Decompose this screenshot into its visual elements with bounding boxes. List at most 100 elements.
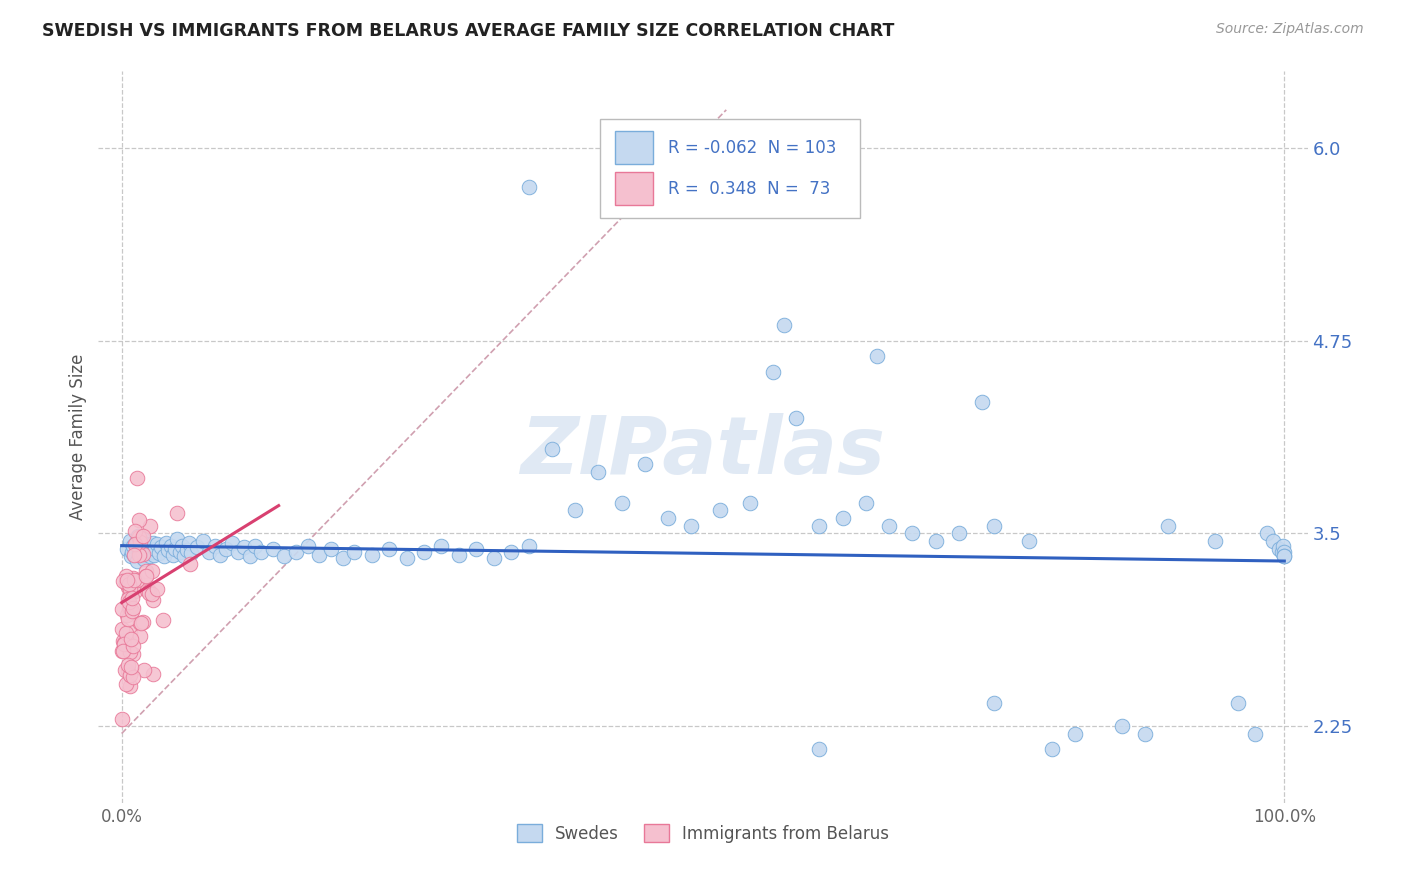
Point bbox=[204, 539, 226, 553]
Point bbox=[118, 601, 141, 615]
Point bbox=[118, 668, 141, 682]
Point bbox=[232, 540, 254, 554]
Point bbox=[517, 539, 540, 553]
Point bbox=[118, 577, 141, 591]
Point bbox=[129, 615, 152, 630]
Point bbox=[983, 518, 1005, 533]
Point bbox=[319, 541, 342, 556]
Point bbox=[855, 495, 877, 509]
Point bbox=[120, 582, 142, 596]
Point bbox=[1133, 726, 1156, 740]
Point bbox=[141, 545, 163, 559]
Point bbox=[124, 524, 146, 539]
Point bbox=[138, 549, 160, 564]
Point bbox=[124, 548, 146, 562]
Point bbox=[117, 541, 139, 556]
Point bbox=[1204, 534, 1226, 549]
Point bbox=[114, 569, 136, 583]
Point bbox=[120, 549, 142, 564]
Point bbox=[155, 535, 177, 549]
Point bbox=[159, 539, 181, 553]
Point bbox=[983, 696, 1005, 710]
Point bbox=[132, 552, 155, 566]
Point bbox=[681, 518, 703, 533]
Point bbox=[924, 534, 946, 549]
Point bbox=[111, 633, 134, 648]
Point bbox=[395, 551, 418, 566]
Point bbox=[517, 179, 540, 194]
Point bbox=[297, 539, 319, 553]
Point bbox=[413, 545, 436, 559]
Point bbox=[215, 541, 238, 556]
Point bbox=[111, 644, 134, 658]
Point bbox=[169, 545, 191, 559]
Point bbox=[343, 545, 366, 559]
Point bbox=[112, 637, 135, 651]
Point bbox=[262, 541, 284, 556]
Point bbox=[131, 533, 153, 547]
Point bbox=[122, 571, 145, 585]
Point bbox=[145, 537, 167, 551]
Point bbox=[114, 676, 136, 690]
Point bbox=[143, 548, 166, 562]
Point bbox=[762, 365, 785, 379]
Point bbox=[120, 679, 142, 693]
Point bbox=[120, 632, 142, 646]
Point bbox=[482, 551, 505, 566]
Point bbox=[134, 543, 156, 558]
Point bbox=[129, 535, 152, 549]
Point bbox=[128, 548, 150, 562]
Point bbox=[501, 545, 523, 559]
Point bbox=[135, 564, 157, 578]
Point bbox=[142, 667, 165, 681]
Point bbox=[111, 601, 134, 615]
Point bbox=[117, 664, 139, 678]
Point bbox=[128, 629, 150, 643]
Point bbox=[1244, 726, 1267, 740]
Point bbox=[145, 541, 167, 556]
Point bbox=[117, 595, 139, 609]
Point bbox=[173, 549, 195, 564]
Point bbox=[1271, 545, 1294, 559]
Point bbox=[785, 410, 807, 425]
Point bbox=[150, 540, 173, 554]
Point bbox=[127, 529, 149, 543]
Point bbox=[162, 548, 184, 562]
Point bbox=[138, 586, 160, 600]
Point bbox=[273, 549, 295, 564]
Point bbox=[198, 545, 221, 559]
Point bbox=[122, 548, 145, 562]
Point bbox=[1018, 534, 1040, 549]
Point bbox=[122, 573, 145, 587]
Point bbox=[1272, 549, 1295, 564]
Point bbox=[135, 569, 157, 583]
Legend: Swedes, Immigrants from Belarus: Swedes, Immigrants from Belarus bbox=[510, 818, 896, 849]
Point bbox=[128, 530, 150, 544]
Point bbox=[970, 395, 993, 409]
Point bbox=[132, 529, 155, 543]
Point bbox=[239, 549, 262, 564]
Point bbox=[221, 535, 243, 549]
Point bbox=[866, 349, 889, 363]
Point bbox=[430, 539, 453, 553]
Point bbox=[808, 518, 831, 533]
Point bbox=[125, 554, 148, 568]
Point bbox=[360, 548, 382, 562]
Point bbox=[165, 541, 187, 556]
Point bbox=[138, 540, 160, 554]
Point bbox=[1272, 549, 1295, 564]
Point bbox=[1040, 742, 1063, 756]
Point bbox=[118, 645, 141, 659]
Point bbox=[135, 583, 157, 598]
Point bbox=[114, 626, 136, 640]
Point bbox=[877, 518, 900, 533]
Point bbox=[117, 592, 139, 607]
Point bbox=[122, 601, 145, 615]
Point bbox=[1261, 534, 1284, 549]
Point bbox=[378, 541, 401, 556]
Point bbox=[166, 533, 188, 547]
Point bbox=[124, 535, 146, 549]
Point bbox=[948, 526, 970, 541]
Point bbox=[176, 543, 198, 558]
Point bbox=[465, 541, 488, 556]
